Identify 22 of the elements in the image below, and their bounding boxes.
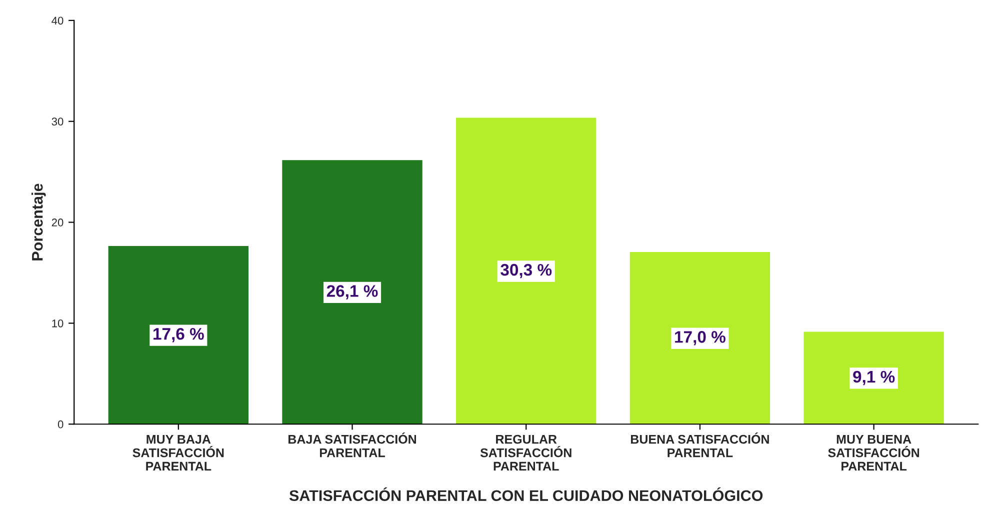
y-tick-label: 10 — [52, 319, 64, 328]
x-tick-label: BAJA SATISFACCIÓN PARENTAL — [288, 432, 416, 458]
y-tick-label: 20 — [52, 218, 64, 226]
bar — [108, 246, 249, 424]
x-tick-label: REGULAR SATISFACCIÓN PARENTAL — [480, 434, 572, 471]
bar — [282, 160, 422, 424]
x-tick-label: BUENA SATISFACCIÓN PARENTAL — [631, 432, 769, 458]
y-tick-label: 40 — [52, 16, 64, 25]
x-tick-label: MUY BAJA SATISFACCIÓN PARENTAL — [132, 435, 224, 471]
bar — [630, 252, 770, 424]
y-axis-title: Porcentaje — [32, 184, 46, 260]
data-label: 17,0 % — [675, 331, 726, 346]
x-tick-label: MUY BUENA SATISFACCIÓN PARENTAL — [828, 435, 920, 471]
data-label: 9,1 % — [853, 370, 895, 386]
bar — [456, 118, 596, 424]
data-label: 30,3 % — [500, 264, 552, 278]
y-tick-label: 30 — [52, 118, 64, 126]
data-label: 26,1 % — [326, 285, 378, 300]
data-label: 17,6 % — [154, 328, 204, 342]
y-tick-label: 0 — [58, 420, 64, 428]
bar — [804, 332, 944, 424]
x-axis-title: SATISFACCIÓN PARENTAL CON EL CUIDADO NEONATOLÓGICO — [289, 487, 763, 502]
